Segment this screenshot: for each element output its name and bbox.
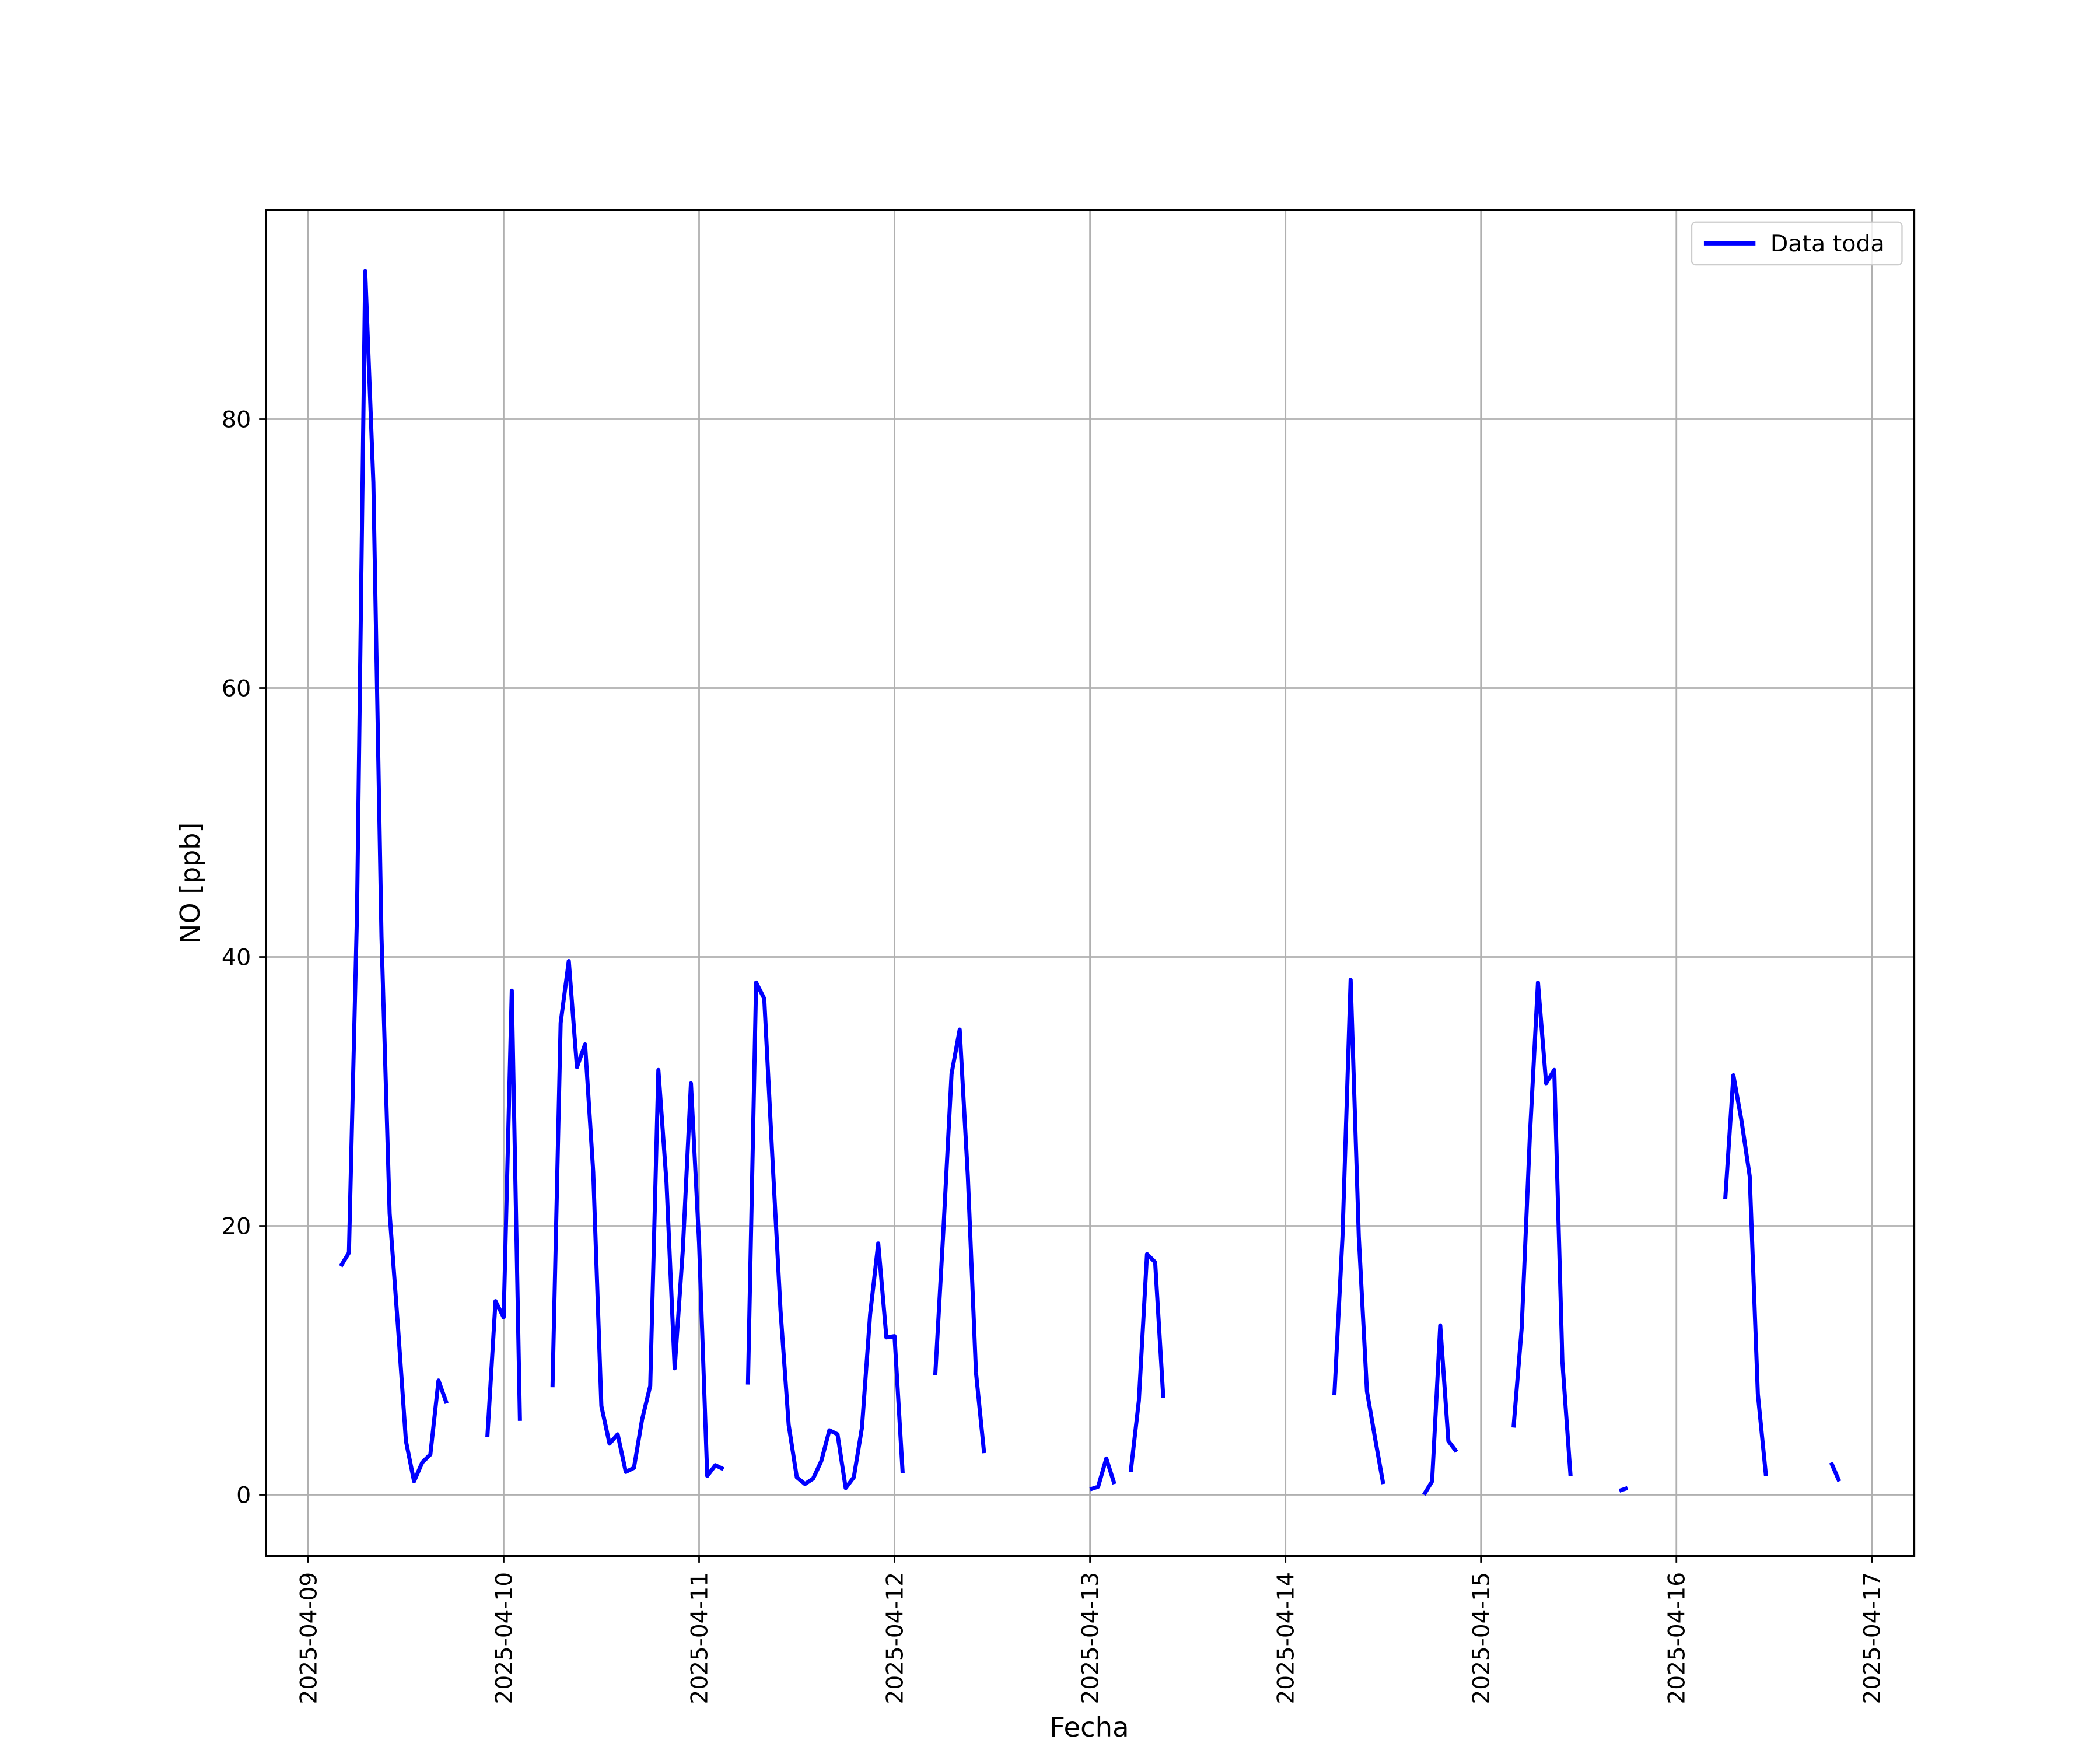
legend-box [1690, 221, 1903, 266]
x-tick-label: 2025-04-10 [491, 1572, 517, 1704]
y-tick-label: 0 [236, 1483, 251, 1509]
x-tick-label: 2025-04-16 [1664, 1572, 1690, 1704]
x-tick-label: 2025-04-17 [1860, 1572, 1886, 1704]
y-tick-label: 20 [222, 1214, 251, 1240]
legend-label: Data toda [1770, 231, 1885, 257]
x-tick-label: 2025-04-13 [1077, 1572, 1104, 1704]
y-tick-label: 40 [222, 945, 251, 971]
x-tick-label: 2025-04-11 [687, 1572, 713, 1704]
x-tick-label: 2025-04-12 [882, 1572, 908, 1704]
plot-frame [265, 209, 1916, 1558]
y-tick-label: 60 [222, 676, 251, 702]
y-axis-label: NO [ppb] [174, 822, 206, 944]
x-tick-label: 2025-04-15 [1468, 1572, 1494, 1704]
data-line [339, 269, 1842, 1496]
y-tick-label: 80 [222, 407, 251, 433]
legend: Data toda [1690, 221, 1903, 266]
x-tick-label: 2025-04-09 [296, 1572, 322, 1704]
x-tick-label: 2025-04-14 [1273, 1572, 1299, 1704]
x-axis-label: Fecha [1049, 1712, 1129, 1743]
